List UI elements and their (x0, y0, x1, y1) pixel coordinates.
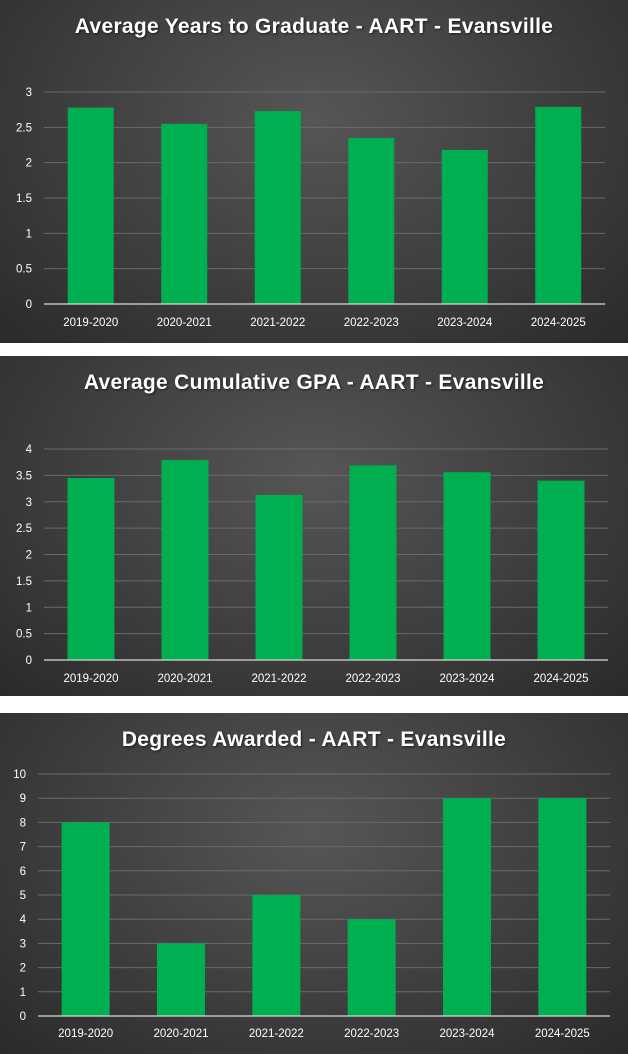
x-category-label: 2023-2024 (437, 317, 493, 329)
y-tick-label: 0.5 (16, 264, 32, 276)
x-category-label: 2023-2024 (440, 673, 496, 685)
y-tick-label: 1.5 (16, 576, 32, 588)
y-tick-label: 3 (26, 497, 32, 509)
chart-panel-years-to-graduate: Average Years to Graduate - AART - Evans… (0, 0, 628, 343)
bar-chart-degrees-awarded: 0 1 2 3 4 5 6 7 8 9 10 2019-2020 2020-2021 2021-2022 2… (13, 769, 610, 1040)
x-category-label: 2020-2021 (157, 317, 212, 329)
x-category-label: 2019-2020 (64, 673, 119, 685)
x-category-label: 2022-2023 (346, 673, 401, 685)
y-tick-label: 1.5 (16, 193, 32, 205)
bar-2019-2020 (67, 478, 115, 660)
bar-2023-2024 (443, 472, 491, 660)
y-tick-label: 4 (26, 444, 33, 456)
bar-2019-2020 (67, 107, 114, 305)
y-tick-label: 5 (20, 890, 26, 902)
x-category-label: 2020-2021 (154, 1028, 209, 1040)
y-tick-label: 2.5 (16, 523, 32, 535)
y-tick-label: 1 (26, 602, 32, 614)
chart-title: Average Cumulative GPA - AART - Evansvil… (83, 371, 545, 394)
y-tick-label: 4 (20, 914, 27, 926)
y-tick-label: 0 (26, 655, 32, 667)
y-tick-label: 3 (20, 938, 26, 950)
bar-2021-2022 (254, 111, 301, 304)
y-tick-label: 2.5 (16, 122, 32, 134)
chart-panel-cumulative-gpa: Average Cumulative GPA - AART - Evansvil… (0, 356, 628, 696)
bar-2022-2023 (347, 919, 396, 1016)
x-category-label: 2019-2020 (63, 317, 118, 329)
y-tick-label: 9 (20, 793, 26, 805)
bar-2022-2023 (349, 465, 397, 660)
y-tick-label: 8 (20, 817, 26, 829)
y-tick-label: 3 (26, 87, 32, 99)
y-tick-label: 1 (20, 987, 26, 999)
x-category-label: 2021-2022 (252, 673, 307, 685)
bar-2021-2022 (255, 494, 303, 660)
y-tick-label: 0.5 (16, 629, 32, 641)
bar-2024-2025 (537, 480, 585, 660)
bar-2019-2020 (61, 822, 110, 1016)
x-category-label: 2024-2025 (531, 317, 586, 329)
x-category-label: 2022-2023 (344, 317, 399, 329)
x-category-label: 2022-2023 (344, 1028, 399, 1040)
y-tick-label: 7 (20, 842, 26, 854)
x-category-label: 2024-2025 (535, 1028, 590, 1040)
y-tick-label: 0 (26, 299, 32, 311)
x-category-label: 2021-2022 (250, 317, 305, 329)
y-tick-label: 2 (26, 158, 32, 170)
y-tick-label: 3.5 (16, 470, 32, 482)
x-category-label: 2024-2025 (534, 673, 589, 685)
bar-chart-cumulative-gpa: 0 0.5 1 1.5 2 2.5 3 3.5 4 2019-2020 2020-2021 2021-… (16, 444, 608, 685)
x-category-label: 2020-2021 (158, 673, 213, 685)
y-tick-label: 10 (13, 769, 26, 781)
y-tick-label: 1 (26, 228, 32, 240)
bar-2024-2025 (535, 106, 582, 304)
bar-chart-years-to-graduate: 0 0.5 1 1.5 2 2.5 3 2019-2020 2020-2021 2021-2022… (16, 87, 605, 329)
y-tick-label: 2 (26, 550, 32, 562)
bar-2020-2021 (157, 943, 205, 1016)
bar-2020-2021 (161, 460, 209, 660)
chart-title: Average Years to Graduate - AART - Evans… (74, 15, 554, 38)
bar-2023-2024 (441, 149, 488, 304)
bar-2020-2021 (161, 123, 208, 304)
x-category-label: 2019-2020 (58, 1028, 113, 1040)
x-category-label: 2021-2022 (249, 1028, 304, 1040)
chart-panel-degrees-awarded: Degrees Awarded - AART - Evansville 0 1 2 3… (0, 713, 628, 1054)
y-tick-label: 6 (20, 866, 26, 878)
bar-2021-2022 (252, 895, 301, 1016)
bar-2024-2025 (538, 798, 587, 1016)
y-tick-label: 2 (20, 963, 26, 975)
bar-2022-2023 (348, 137, 395, 304)
x-category-label: 2023-2024 (440, 1028, 496, 1040)
y-tick-label: 0 (20, 1011, 26, 1023)
bar-2023-2024 (443, 798, 491, 1016)
chart-title: Degrees Awarded - AART - Evansville (121, 728, 507, 751)
